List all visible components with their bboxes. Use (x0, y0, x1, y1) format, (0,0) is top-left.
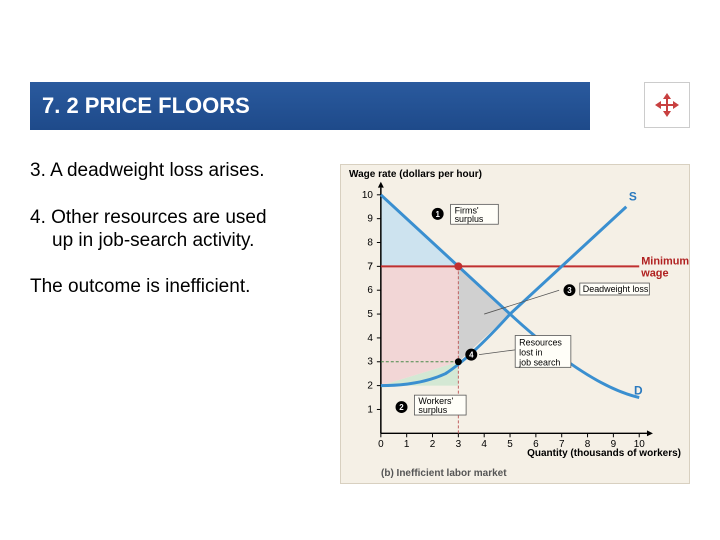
svg-text:surplus: surplus (418, 405, 447, 415)
svg-text:wage: wage (640, 267, 668, 279)
svg-text:1: 1 (404, 439, 410, 450)
svg-text:job search: job search (518, 357, 560, 367)
body-text: 3. A deadweight loss arises. 4. Other re… (30, 160, 320, 323)
svg-text:Minimum: Minimum (641, 255, 689, 267)
labor-market-chart: Wage rate (dollars per hour) 01234567891… (340, 164, 690, 484)
svg-text:4: 4 (367, 333, 373, 344)
section-title: 7. 2 PRICE FLOORS (42, 93, 250, 119)
svg-text:7: 7 (367, 261, 373, 272)
svg-text:S: S (629, 189, 637, 203)
svg-text:3: 3 (567, 286, 572, 295)
svg-text:1: 1 (435, 210, 440, 219)
move-icon (644, 82, 690, 128)
x-axis-label: Quantity (thousands of workers) (527, 448, 681, 459)
point-4: 4. Other resources are used up in job-se… (30, 207, 320, 253)
svg-text:6: 6 (367, 285, 373, 296)
svg-text:2: 2 (430, 439, 436, 450)
svg-text:D: D (634, 383, 643, 397)
chart-svg: 012345678910123456789107SDMinimumwage1Fi… (341, 165, 689, 483)
svg-text:Resources: Resources (519, 337, 562, 347)
svg-text:surplus: surplus (455, 214, 484, 224)
svg-text:4: 4 (469, 351, 474, 360)
svg-text:5: 5 (507, 439, 513, 450)
svg-text:Deadweight loss: Deadweight loss (583, 284, 649, 294)
point-3: 3. A deadweight loss arises. (30, 160, 320, 183)
svg-text:10: 10 (362, 190, 374, 201)
svg-text:4: 4 (481, 439, 487, 450)
svg-text:2: 2 (367, 381, 373, 392)
chart-caption: (b) Inefficient labor market (381, 468, 507, 479)
svg-text:2: 2 (399, 403, 404, 412)
svg-text:3: 3 (456, 439, 462, 450)
svg-text:5: 5 (367, 309, 373, 320)
section-header: 7. 2 PRICE FLOORS (30, 82, 590, 130)
svg-text:9: 9 (367, 214, 373, 225)
svg-text:0: 0 (378, 439, 384, 450)
svg-text:1: 1 (367, 404, 373, 415)
svg-text:3: 3 (367, 357, 373, 368)
svg-text:8: 8 (367, 237, 373, 248)
outcome-text: The outcome is inefficient. (30, 276, 320, 299)
svg-text:lost in: lost in (519, 347, 542, 357)
